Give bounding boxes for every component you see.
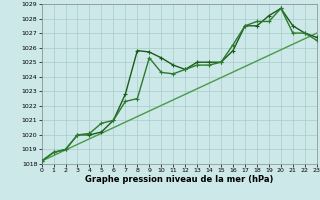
X-axis label: Graphe pression niveau de la mer (hPa): Graphe pression niveau de la mer (hPa) <box>85 175 273 184</box>
